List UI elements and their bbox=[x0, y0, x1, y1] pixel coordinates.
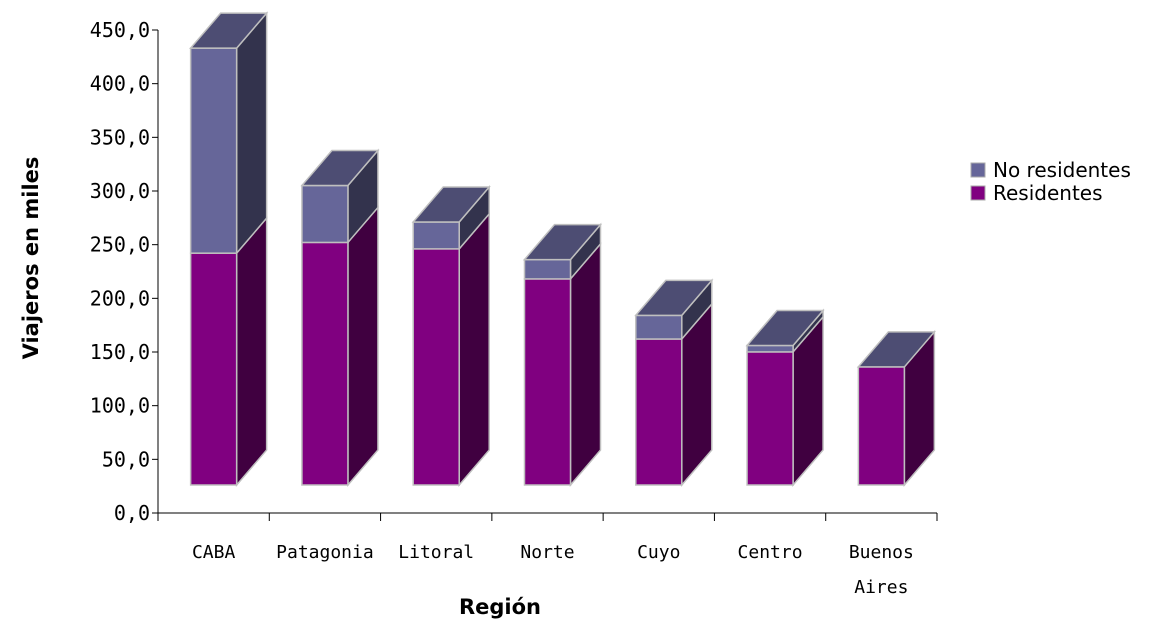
bar-side-residentes bbox=[458, 211, 490, 488]
x-tick-label-buenos-aires: Aires bbox=[854, 577, 908, 598]
bar-group-litoral bbox=[411, 185, 491, 488]
bar-residentes bbox=[301, 241, 349, 486]
bar-side-residentes bbox=[235, 216, 268, 488]
bar-no-residentes bbox=[189, 47, 238, 254]
y-tick-label: 350,0 bbox=[90, 125, 150, 149]
bar-no-residentes bbox=[301, 184, 349, 244]
bar-residentes bbox=[857, 366, 906, 486]
bar-side-residentes bbox=[569, 241, 602, 488]
bar-residentes bbox=[412, 248, 460, 486]
x-tick-label-buenos-aires: Buenos bbox=[849, 542, 914, 563]
y-tick-label: 450,0 bbox=[90, 18, 150, 42]
y-axis-title: Viajeros en miles bbox=[19, 157, 43, 360]
y-axis: 0,0 50,0 100,0 150,0 200,0 250,0 300,0 350,0 400… bbox=[90, 18, 159, 525]
x-tick-label-caba: CABA bbox=[192, 542, 236, 563]
bar-side-no-residentes bbox=[235, 11, 268, 256]
y-tick-label: 150,0 bbox=[90, 340, 150, 364]
x-tick-label-norte: Norte bbox=[520, 542, 574, 563]
bar-group-patagonia bbox=[300, 148, 380, 488]
bar-no-residentes bbox=[746, 344, 794, 353]
y-tick-label: 100,0 bbox=[90, 394, 150, 418]
bar-top bbox=[189, 12, 269, 49]
bar-no-residentes bbox=[635, 314, 683, 340]
y-tick-label: 200,0 bbox=[90, 286, 150, 310]
bar-group-centro bbox=[745, 308, 825, 488]
x-axis: CABA Patagonia Litoral Norte Cuyo Centro Bueno… bbox=[157, 512, 938, 598]
x-tick-label-litoral: Litoral bbox=[398, 542, 474, 563]
x-tick-label-cuyo: Cuyo bbox=[637, 542, 680, 563]
bar-group-cuyo bbox=[634, 278, 714, 488]
bar-top bbox=[745, 309, 825, 347]
bar-residentes bbox=[189, 252, 238, 486]
legend: No residentes Residentes bbox=[970, 158, 1131, 205]
bar-top bbox=[411, 186, 491, 223]
bars bbox=[189, 11, 936, 488]
y-tick-label: 50,0 bbox=[102, 447, 150, 471]
x-tick-label-centro: Centro bbox=[738, 542, 803, 563]
y-tick-label: 250,0 bbox=[90, 233, 150, 257]
x-axis-title: Región bbox=[459, 595, 541, 619]
bar-top bbox=[856, 331, 936, 368]
legend-swatch-residentes bbox=[970, 185, 986, 201]
bar-top bbox=[300, 149, 380, 187]
y-tick-label: 300,0 bbox=[90, 179, 150, 203]
legend-label-no-residentes: No residentes bbox=[993, 158, 1131, 182]
bar-residentes bbox=[523, 278, 572, 486]
bar-no-residentes bbox=[523, 258, 572, 280]
y-tick-label: 400,0 bbox=[90, 72, 150, 96]
legend-swatch-no-residentes bbox=[970, 162, 986, 178]
bar-no-residentes bbox=[412, 221, 460, 250]
legend-label-residentes: Residentes bbox=[993, 181, 1103, 205]
bar-residentes bbox=[746, 351, 794, 486]
bar-group-norte bbox=[522, 222, 603, 488]
bar-side-residentes bbox=[347, 205, 379, 488]
bar-group-caba bbox=[189, 11, 269, 488]
bar-group-buenos-aires bbox=[856, 329, 936, 488]
x-tick-label-patagonia: Patagonia bbox=[276, 542, 374, 563]
bar-top bbox=[634, 279, 714, 317]
bar-residentes bbox=[635, 338, 683, 486]
bar-top bbox=[522, 223, 603, 261]
y-tick-label: 0,0 bbox=[114, 501, 150, 525]
